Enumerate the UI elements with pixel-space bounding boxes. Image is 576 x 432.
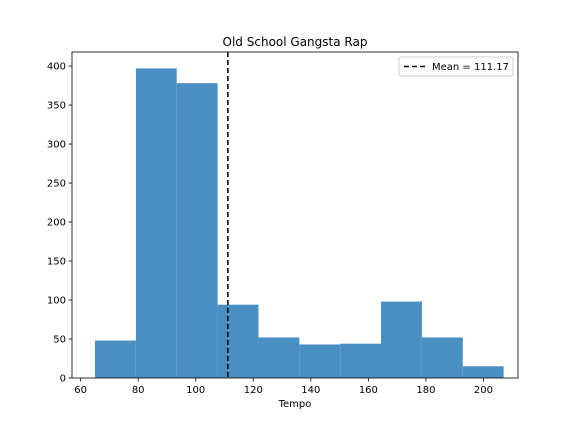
- histogram-bar-1: [135, 68, 177, 378]
- x-tick-label: 140: [301, 385, 320, 396]
- histogram-bar-7: [381, 301, 422, 378]
- y-tick-label: 200: [47, 218, 66, 229]
- y-axis-ticks: 0 50 100 150 200 250 300 350 400: [47, 62, 72, 385]
- plot-frame: [71, 51, 519, 379]
- x-tick-label: 180: [416, 385, 435, 396]
- bars-group: [95, 68, 504, 379]
- histogram-bar-9: [462, 366, 504, 378]
- histogram-bar-3: [217, 304, 259, 378]
- y-tick-label: 50: [53, 335, 66, 346]
- histogram-bar-5: [299, 344, 341, 378]
- histogram-bar-0: [95, 340, 136, 378]
- chart-title: Old School Gangsta Rap: [223, 35, 368, 49]
- legend-label: Mean = 111.17: [432, 62, 509, 73]
- histogram-bar-2: [176, 83, 218, 379]
- x-axis-label: Tempo: [278, 399, 312, 410]
- x-tick-label: 80: [132, 385, 145, 396]
- y-tick-label: 250: [47, 179, 66, 190]
- y-tick-label: 350: [47, 101, 66, 112]
- x-tick-label: 100: [186, 385, 205, 396]
- x-tick-label: 60: [74, 385, 87, 396]
- legend: Mean = 111.17: [398, 56, 514, 77]
- histogram-bar-8: [421, 337, 463, 378]
- y-tick-label: 150: [47, 257, 66, 268]
- histogram-bar-4: [258, 337, 300, 378]
- y-tick-label: 100: [47, 296, 66, 307]
- y-tick-label: 300: [47, 140, 66, 151]
- y-tick-label: 0: [60, 374, 66, 385]
- x-axis-ticks: 60 80 100 120 140 160 180 200: [74, 378, 493, 396]
- y-tick-label: 400: [47, 62, 66, 73]
- x-tick-label: 200: [474, 385, 493, 396]
- histogram-bar-6: [340, 343, 382, 378]
- x-tick-label: 160: [359, 385, 378, 396]
- x-tick-label: 120: [244, 385, 263, 396]
- legend-box: [398, 56, 514, 77]
